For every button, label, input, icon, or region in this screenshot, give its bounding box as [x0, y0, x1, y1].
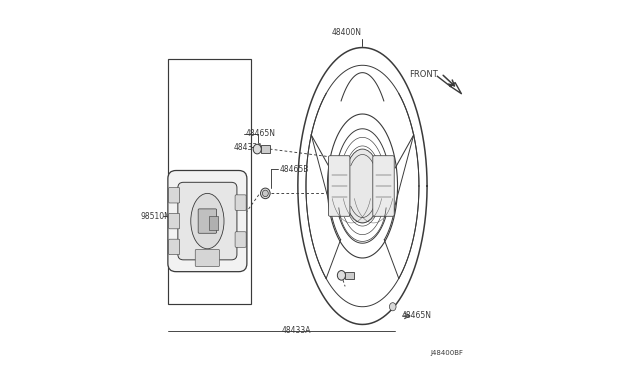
Text: J48400BF: J48400BF — [431, 350, 464, 356]
Ellipse shape — [253, 144, 261, 154]
FancyBboxPatch shape — [345, 272, 354, 279]
FancyBboxPatch shape — [168, 239, 180, 255]
FancyBboxPatch shape — [198, 209, 216, 233]
Text: 48465N: 48465N — [401, 311, 431, 320]
Ellipse shape — [344, 149, 381, 223]
Bar — [209, 215, 218, 230]
FancyBboxPatch shape — [235, 232, 246, 247]
Text: 48400N: 48400N — [332, 28, 362, 36]
FancyBboxPatch shape — [168, 213, 180, 229]
FancyBboxPatch shape — [195, 250, 220, 266]
Ellipse shape — [191, 193, 224, 249]
FancyBboxPatch shape — [168, 170, 247, 272]
Ellipse shape — [337, 270, 346, 280]
FancyBboxPatch shape — [168, 187, 180, 203]
Text: 48465N: 48465N — [245, 129, 275, 138]
FancyBboxPatch shape — [328, 156, 350, 216]
FancyBboxPatch shape — [178, 182, 237, 260]
FancyBboxPatch shape — [372, 156, 394, 216]
Text: 98510M: 98510M — [141, 212, 172, 221]
FancyBboxPatch shape — [261, 145, 270, 153]
Text: 48433A: 48433A — [233, 143, 263, 152]
Bar — [168, 59, 251, 304]
Text: FRONT: FRONT — [409, 70, 437, 79]
Text: 48433A: 48433A — [281, 326, 311, 335]
Ellipse shape — [389, 303, 396, 311]
Ellipse shape — [260, 188, 270, 199]
Ellipse shape — [262, 190, 268, 197]
Text: 48465B: 48465B — [280, 165, 310, 174]
FancyBboxPatch shape — [235, 195, 246, 211]
